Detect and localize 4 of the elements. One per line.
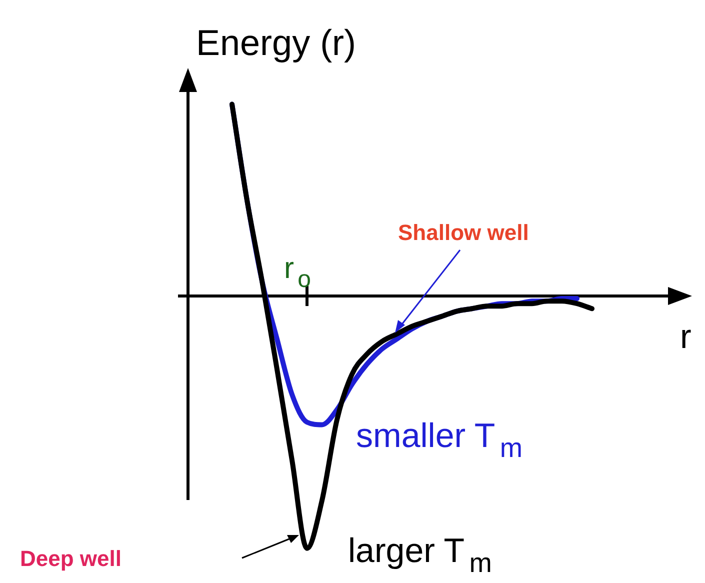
y-axis-title: Energy (r): [196, 22, 356, 63]
annotation: Shallow well: [398, 220, 529, 245]
text: Deep well: [20, 546, 122, 571]
x-axis-title: r: [680, 318, 692, 356]
